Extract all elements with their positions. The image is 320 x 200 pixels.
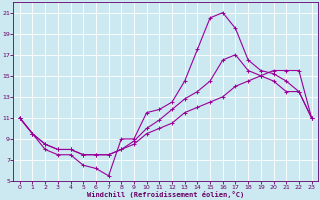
X-axis label: Windchill (Refroidissement éolien,°C): Windchill (Refroidissement éolien,°C)	[87, 191, 244, 198]
